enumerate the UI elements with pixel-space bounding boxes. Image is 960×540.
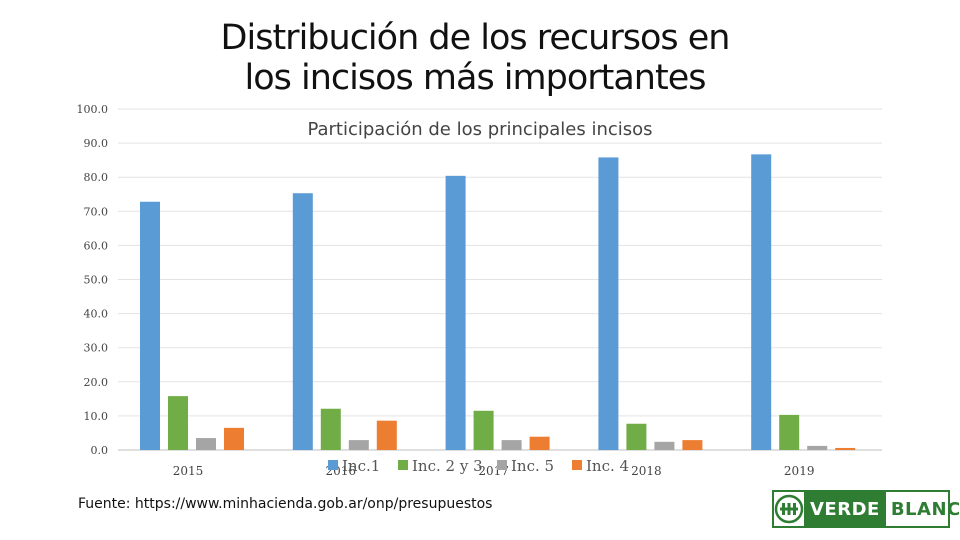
bar-inc-4-2019 [835,447,856,450]
verde-blanca-logo: VERDE BLANCA [772,490,960,528]
y-tick-label: 20.0 [84,376,109,389]
x-tick-label: 2015 [173,464,204,478]
y-axis-ticks: 0.0 10.0 20.0 30.0 40.0 50.0 60.0 70.0 80.0 90.0 1… [77,103,109,457]
legend-swatch [398,460,408,470]
y-tick-label: 40.0 [84,308,109,321]
y-tick-label: 50.0 [84,274,109,287]
bar-inc-5-2015 [196,438,216,450]
y-tick-label: 100.0 [77,103,109,116]
ate-emblem-icon [774,492,804,526]
bar-inc-2-y-3-2019 [779,414,800,450]
bar-inc-4-2018 [682,440,703,450]
bar-inc-5-2019 [807,445,828,450]
y-tick-label: 0.0 [91,444,109,457]
chart-title: Participación de los principales incisos [307,119,653,140]
bar-inc-5-2018 [654,441,675,450]
legend-label: Inc. 5 [511,457,554,475]
bar-inc-1-2019 [751,154,772,450]
y-tick-label: 70.0 [84,205,109,218]
bar-inc-4-2015 [224,427,244,450]
legend-label: Inc. 4 [586,457,629,475]
legend-swatch [497,460,507,470]
x-axis-ticks: 2015 2016 2017 2018 2019 [173,464,815,478]
bar-inc-1-2016 [292,193,313,451]
legend-swatch [572,460,582,470]
logo-verde-text: VERDE [804,492,886,526]
bar-inc-1-2018 [598,157,619,450]
bar-inc-2-y-3-2018 [626,423,647,450]
logo-blanca-text: BLANCA [890,498,960,520]
legend-label: Inc.1 [342,457,380,475]
y-tick-label: 80.0 [84,171,109,184]
legend-swatch [328,460,338,470]
bar-inc-5-2017 [501,440,522,450]
y-tick-label: 90.0 [84,137,109,150]
bar-inc-4-2017 [529,436,550,450]
y-tick-label: 60.0 [84,239,109,252]
bar-inc-1-2015 [140,201,160,450]
legend: Inc.1 Inc. 2 y 3 Inc. 5 Inc. 4 [328,457,629,475]
bar-inc-4-2016 [376,420,397,450]
y-tick-label: 10.0 [84,410,109,423]
y-tick-label: 30.0 [84,342,109,355]
bar-inc-2-y-3-2015 [168,396,188,450]
bar-inc-5-2016 [348,440,369,450]
bar-inc-1-2017 [445,175,466,450]
page-title: Distribución de los recursos en los inci… [150,18,800,98]
bar-inc-2-y-3-2016 [320,408,341,450]
bars [140,154,856,451]
page-title-line2: los incisos más importantes [244,58,707,98]
source-note: Fuente: https://www.minhacienda.gob.ar/o… [78,496,493,512]
x-tick-label: 2018 [631,464,662,478]
page-title-line1: Distribución de los recursos en [220,18,731,58]
bar-inc-2-y-3-2017 [473,410,494,450]
x-tick-label: 2019 [784,464,815,478]
legend-label: Inc. 2 y 3 [412,457,483,475]
